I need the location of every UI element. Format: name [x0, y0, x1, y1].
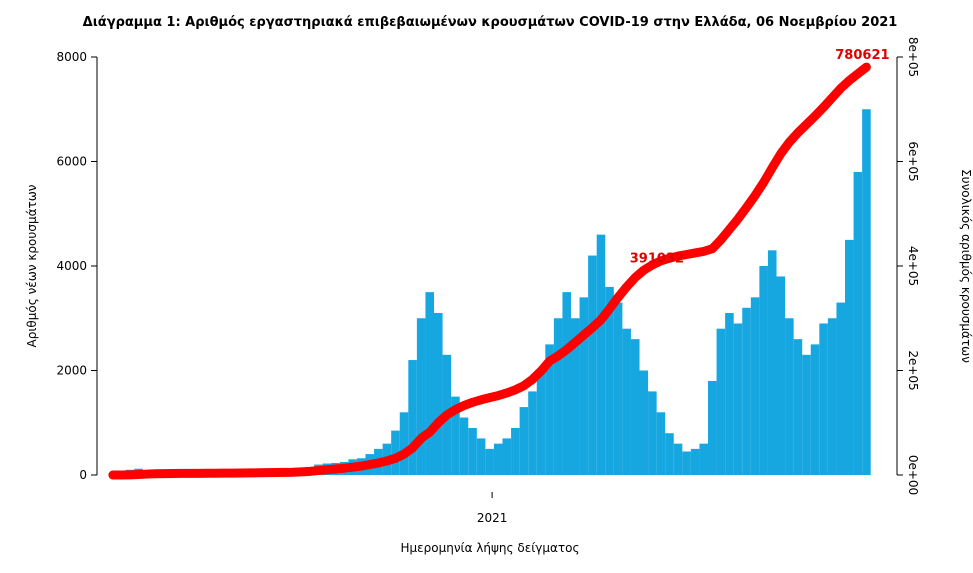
- bar: [793, 339, 803, 475]
- bar: [588, 255, 597, 475]
- bar: [434, 313, 443, 475]
- bar: [596, 234, 606, 475]
- bar: [605, 286, 614, 475]
- bar: [810, 344, 820, 475]
- bar: [845, 239, 854, 475]
- bar: [682, 451, 691, 475]
- bar: [827, 318, 837, 475]
- y-axis-label: Αριθμός νέων κρουσμάτων: [25, 184, 39, 347]
- bar: [742, 307, 751, 475]
- bar: [630, 339, 640, 475]
- bar: [750, 297, 760, 475]
- annotation: 780621: [835, 48, 889, 63]
- y-tick-label: 8000: [56, 50, 87, 64]
- bar: [493, 443, 503, 475]
- bar: [716, 328, 726, 475]
- bar: [656, 412, 666, 475]
- bar: [819, 323, 828, 475]
- y-tick-label: 2000: [56, 364, 87, 378]
- bar: [511, 427, 520, 475]
- bar: [579, 297, 589, 475]
- y2-tick-label: 8e+05: [906, 37, 920, 77]
- bar: [836, 302, 846, 475]
- bar: [853, 171, 863, 475]
- bar: [639, 370, 649, 475]
- y2-tick-label: 0e+00: [906, 455, 920, 495]
- bar: [391, 430, 400, 475]
- bar: [425, 292, 435, 475]
- bar: [562, 292, 572, 475]
- bar: [408, 360, 417, 475]
- bar: [502, 438, 512, 475]
- cumulative-line: [108, 62, 871, 480]
- bar: [613, 302, 623, 475]
- bar: [725, 313, 734, 475]
- bar: [451, 396, 460, 475]
- bar: [699, 443, 709, 475]
- chart-title: Διάγραμμα 1: Αριθμός εργαστηριακά επιβεβ…: [83, 15, 898, 30]
- bar: [776, 276, 786, 475]
- bar: [665, 433, 674, 475]
- bar: [399, 412, 409, 475]
- bar: [519, 407, 529, 475]
- bar: [759, 266, 768, 475]
- bar: [673, 443, 683, 475]
- annotation: 391032: [630, 252, 684, 267]
- bar: [528, 391, 537, 475]
- y-tick-label: 6000: [56, 155, 87, 169]
- bar: [708, 380, 717, 475]
- bar: [545, 344, 554, 475]
- y-tick-label: 4000: [56, 259, 87, 273]
- bar: [476, 438, 486, 475]
- x-axis-label: Ημερομηνία λήψης δείγματος: [400, 541, 579, 555]
- bar: [622, 328, 631, 475]
- bar: [553, 318, 563, 475]
- bar: [459, 417, 469, 475]
- bar: [416, 318, 426, 475]
- bar: [862, 109, 871, 475]
- y-tick-label: 0: [79, 468, 87, 482]
- bar: [785, 318, 794, 475]
- bar: [571, 318, 580, 475]
- y2-tick-label: 2e+05: [906, 350, 920, 390]
- bar: [690, 448, 700, 475]
- x-tick-label: 2021: [477, 511, 508, 525]
- bar: [802, 354, 811, 475]
- bar: [767, 250, 777, 475]
- y2-tick-label: 4e+05: [906, 246, 920, 286]
- bar: [733, 323, 743, 475]
- bar: [485, 448, 494, 475]
- bar: [648, 391, 657, 475]
- bar: [468, 427, 477, 475]
- y2-axis-label: Συνολικός αριθμός κρουσμάτων: [959, 169, 973, 363]
- bar: [536, 370, 546, 475]
- y2-tick-label: 6e+05: [906, 141, 920, 181]
